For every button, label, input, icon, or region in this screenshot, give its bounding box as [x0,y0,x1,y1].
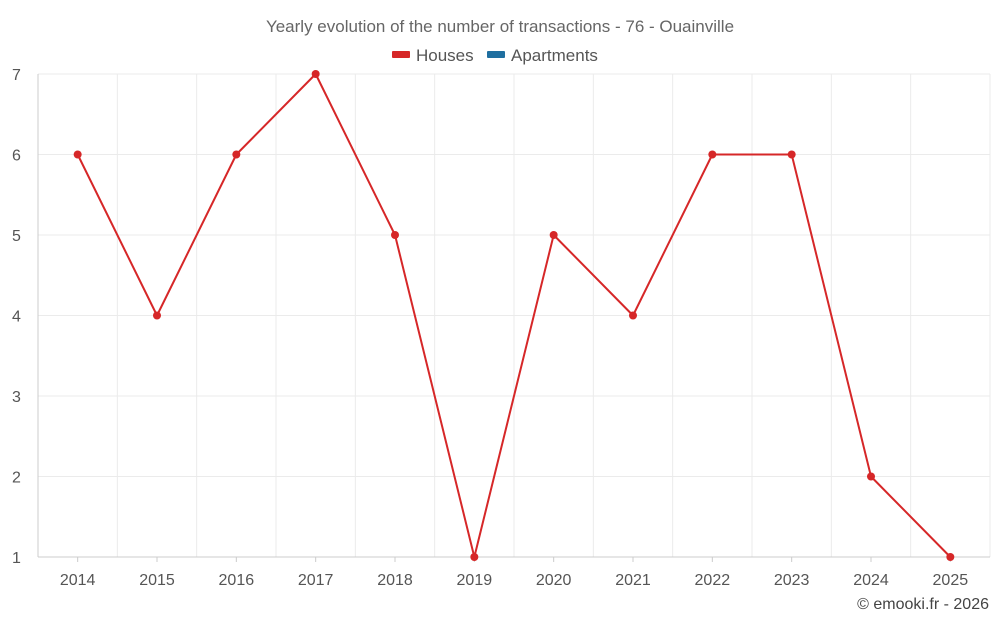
y-axis-ticks: 1 2 3 4 5 6 7 [12,67,21,567]
x-tick-label-2021: 2021 [615,572,651,589]
y-tick-label-7: 7 [12,67,21,84]
legend-label-apartments: Apartments [511,46,598,65]
data-point-houses-2014[interactable] [73,150,82,159]
x-tick-label-2023: 2023 [774,572,810,589]
legend-label-houses: Houses [416,46,474,65]
legend-item-houses[interactable]: Houses [392,46,474,65]
x-tick-label-2017: 2017 [298,572,334,589]
y-tick-label-6: 6 [12,148,21,165]
data-point-houses-2015[interactable] [153,311,161,320]
data-point-houses-2018[interactable] [391,231,399,239]
data-point-houses-2017[interactable] [311,70,320,78]
legend-swatch-houses [392,51,410,58]
x-tick-label-2014: 2014 [60,572,96,589]
data-point-houses-2016[interactable] [232,150,241,159]
series-layer [73,70,955,561]
y-tick-label-4: 4 [12,309,21,326]
y-tick-label-3: 3 [12,389,21,406]
data-point-houses-2022[interactable] [708,150,717,159]
data-point-houses-2019[interactable] [470,553,479,561]
legend-swatch-apartments [487,51,505,58]
grid [38,73,991,557]
x-tick-label-2016: 2016 [219,572,255,589]
x-tick-label-2025: 2025 [933,572,969,589]
axes [37,74,990,558]
data-point-houses-2020[interactable] [549,231,558,239]
credit-text: © emooki.fr - 2026 [857,596,989,613]
data-point-houses-2025[interactable] [946,553,955,561]
x-tick-label-2024: 2024 [853,572,889,589]
x-tick-label-2015: 2015 [139,572,175,589]
data-point-houses-2023[interactable] [787,150,796,159]
legend: Houses Apartments [392,46,598,65]
x-tick-label-2020: 2020 [536,572,572,589]
data-point-houses-2024[interactable] [867,472,875,481]
y-tick-label-1: 1 [12,550,21,567]
x-tick-label-2019: 2019 [457,572,493,589]
x-axis-ticks: 2014 2015 2016 2017 2018 2019 2020 2021 2022 2023… [60,557,968,589]
series-line-houses [76,73,952,558]
x-tick-label-2018: 2018 [377,572,413,589]
x-tick-label-2022: 2022 [695,572,731,589]
data-point-houses-2021[interactable] [629,311,637,320]
legend-item-apartments[interactable]: Apartments [487,46,598,65]
y-tick-label-2: 2 [12,470,21,487]
y-tick-label-5: 5 [12,228,21,245]
chart-title: Yearly evolution of the number of transa… [266,17,734,36]
